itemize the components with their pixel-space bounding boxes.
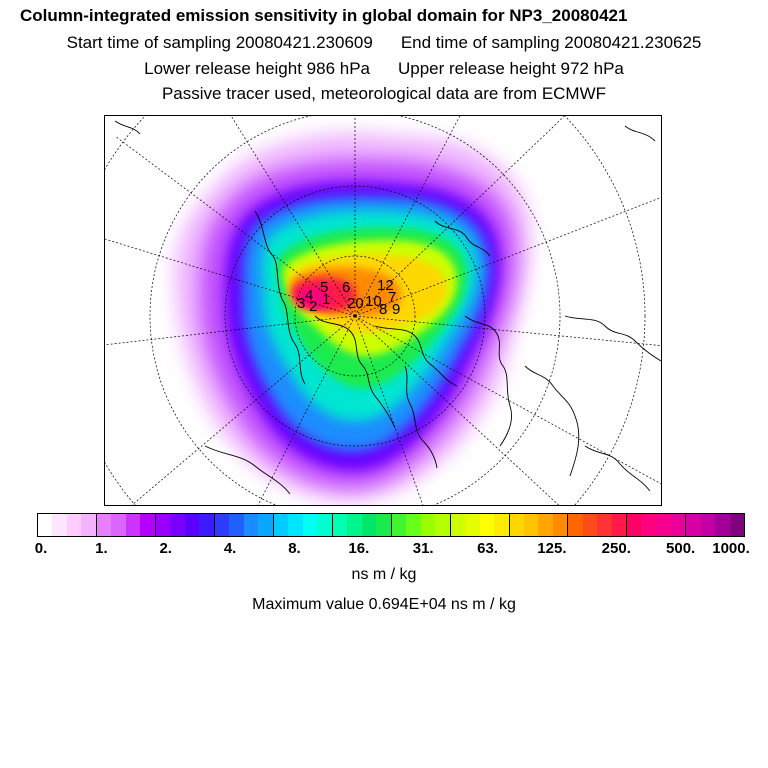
colorbar-segment [670, 514, 687, 536]
colorbar-segment [125, 514, 141, 536]
colorbar-segment [611, 514, 628, 536]
sensitivity-field [174, 132, 531, 502]
tracer-note: Passive tracer used, meteorological data… [161, 84, 607, 103]
receptor-label-1: 1 [322, 291, 330, 308]
receptor-label-3: 3 [297, 295, 305, 312]
receptor-label-8: 8 [379, 301, 387, 318]
units-label: ns m / kg [351, 566, 417, 583]
receptor-labels: 5 6 12 4 1 3 2 20 8 9 7 10 [297, 277, 400, 318]
end-time: End time of sampling 20080421.230625 [400, 33, 702, 52]
colorbar-segment [111, 514, 126, 536]
colorbar-segment [38, 514, 53, 536]
colorbar-segment [258, 514, 274, 536]
lower-release-height: Lower release height 986 hPa [144, 59, 370, 78]
receptor-label-6: 6 [342, 279, 350, 296]
colorbar-tick-label: 31. [412, 540, 434, 557]
colorbar-segment [81, 514, 97, 536]
graticule [105, 116, 661, 505]
colorbar-tick-label: 16. [348, 540, 370, 557]
start-time: Start time of sampling 20080421.230609 [66, 33, 373, 52]
colorbar-segment [391, 514, 407, 536]
sampling-times: Start time of sampling 20080421.230609 En… [0, 33, 768, 53]
colorbar-segment [229, 514, 244, 536]
receptor-label-10: 10 [365, 293, 382, 310]
colorbar-segment [729, 514, 745, 536]
upper-release-height: Upper release height 972 hPa [398, 59, 624, 78]
maximum-value: Maximum value 0.694E+04 ns m / kg [252, 596, 516, 613]
colorbar-tick-label: 63. [477, 540, 498, 557]
receptor-label-20: 20 [347, 295, 364, 312]
colorbar-segment [184, 514, 200, 536]
colorbar-segment [273, 514, 289, 536]
colorbar-segment [627, 514, 642, 536]
colorbar-segment [494, 514, 510, 536]
receptor-label-4: 4 [305, 287, 313, 304]
colorbar-segment [582, 514, 598, 536]
colorbar-segment [302, 514, 318, 536]
colorbar-tick-label: 4. [223, 540, 237, 557]
colorbar-segment [170, 514, 185, 536]
colorbar-segment [317, 514, 333, 536]
colorbar-tick-label: 8. [288, 540, 301, 557]
colorbar-segment [347, 514, 362, 536]
colorbar-segment [406, 514, 421, 536]
colorbar-segment [450, 514, 466, 536]
colorbar-segment [509, 514, 524, 536]
colorbar-segment [243, 514, 259, 536]
colorbar-segment [465, 514, 480, 536]
colorbar-tick-label: 500. [666, 540, 696, 557]
polar-projection-plot: 5 6 12 4 1 3 2 20 8 9 7 10 [105, 116, 661, 505]
receptor-label-5: 5 [320, 279, 328, 296]
colorbar [37, 513, 745, 537]
colorbar-segment [332, 514, 348, 536]
release-heights: Lower release height 986 hPa Upper releas… [0, 59, 768, 79]
colorbar-segment [376, 514, 392, 536]
colorbar-segment [597, 514, 612, 536]
colorbar-segment [288, 514, 303, 536]
colorbar-segment [96, 514, 112, 536]
colorbar-segment [214, 514, 230, 536]
colorbar-tick-label: 250. [601, 540, 631, 557]
colorbar-segment [140, 514, 156, 536]
colorbar-tick-label: 1. [95, 540, 108, 557]
colorbar-segment [686, 514, 701, 536]
receptor-label-12: 12 [377, 277, 394, 294]
colorbar-segment [538, 514, 553, 536]
coastlines [114, 120, 661, 495]
colorbar-segment [700, 514, 716, 536]
colorbar-segment [523, 514, 539, 536]
receptor-label-7: 7 [388, 289, 396, 306]
sensitivity-map: 5 6 12 4 1 3 2 20 8 9 7 10 [104, 115, 662, 506]
colorbar-segment [52, 514, 67, 536]
colorbar-segment [66, 514, 82, 536]
colorbar-tick-label: 1000. [712, 540, 750, 557]
colorbar-tick-label: 2. [159, 540, 172, 557]
colorbar-tick-label: 0. [34, 540, 48, 557]
colorbar-segment [715, 514, 730, 536]
figure-title: Column-integrated emission sensitivity i… [20, 6, 628, 25]
colorbar-segment [479, 514, 495, 536]
receptor-label-2: 2 [309, 298, 317, 315]
colorbar-segment [420, 514, 436, 536]
colorbar-segment [568, 514, 583, 536]
receptor-label-9: 9 [392, 301, 400, 318]
colorbar-segment [641, 514, 657, 536]
colorbar-segment [155, 514, 171, 536]
colorbar-tick-label: 125. [537, 540, 567, 557]
colorbar-segment [435, 514, 451, 536]
colorbar-segment [656, 514, 671, 536]
colorbar-segment [199, 514, 215, 536]
colorbar-segment [361, 514, 377, 536]
colorbar-segment [552, 514, 569, 536]
